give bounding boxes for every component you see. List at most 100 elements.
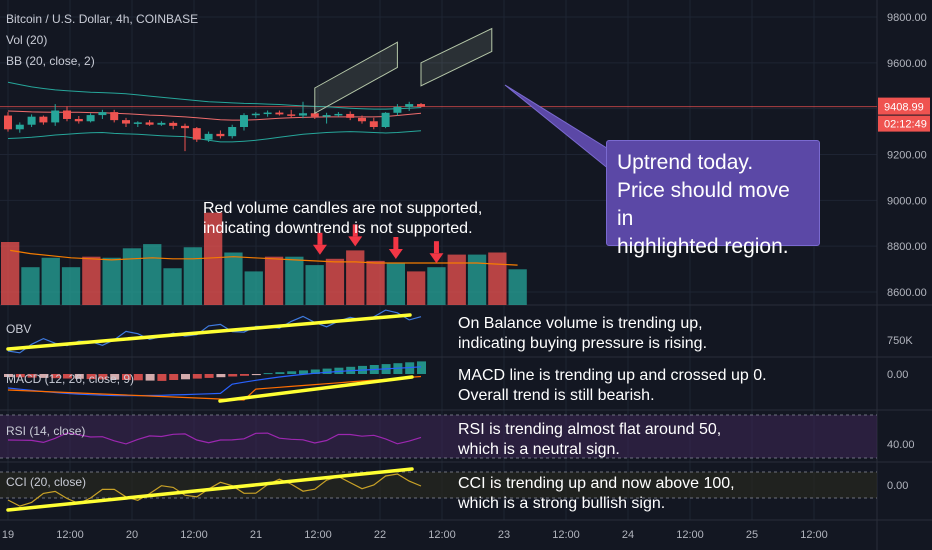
macd-legend[interactable]: MACD (12, 26, close, 9) <box>6 372 135 386</box>
candle-body-22 <box>263 112 272 115</box>
macd-hist-13 <box>157 374 167 381</box>
price-tick-1: 9600.00 <box>887 58 927 70</box>
candle-body-2 <box>27 116 36 125</box>
volume-bars <box>1 212 527 305</box>
candle-body-18 <box>216 133 225 137</box>
macd-hist-35 <box>417 361 426 374</box>
time-tick-5: 12:00 <box>304 529 332 541</box>
time-tick-2: 20 <box>126 529 138 541</box>
macd-hist-3 <box>39 374 49 378</box>
macd-hist-4 <box>51 374 61 379</box>
macd-hist-27 <box>322 368 332 374</box>
down-arrow-shaft-1 <box>352 224 358 237</box>
candle-body-30 <box>358 117 366 122</box>
obv-note-line-1: On Balance volume is trending up, <box>458 315 703 332</box>
volume-bar-21 <box>427 267 446 305</box>
macd-tick: 0.00 <box>887 369 908 381</box>
macd-hist-8 <box>98 374 108 380</box>
volume-bar-16 <box>325 258 345 305</box>
macd-hist-18 <box>216 374 226 378</box>
rsi-line <box>7 432 422 445</box>
volume-bar-3 <box>61 267 81 305</box>
cci-note-line-1: CCI is trending up and now above 100, <box>458 475 735 492</box>
volume-arrows <box>312 224 444 264</box>
volume-bar-24 <box>488 252 507 305</box>
cci-legend[interactable]: CCI (20, close) <box>6 475 87 489</box>
candle-body-27 <box>322 115 331 117</box>
volume-bar-20 <box>407 271 426 305</box>
countdown-text: 02:12:49 <box>884 119 927 131</box>
cci-band <box>0 472 877 498</box>
volume-bar-5 <box>102 257 121 305</box>
candle-body-5 <box>63 110 71 119</box>
macd-line <box>7 366 422 397</box>
volume-note: Red volume candles are not supported, in… <box>203 199 482 239</box>
price-axis[interactable]: 9800.009600.009400.009200.009000.008800.… <box>878 12 930 492</box>
time-tick-11: 12:00 <box>676 529 704 541</box>
volume-bar-8 <box>163 268 182 305</box>
candle-body-29 <box>346 113 355 118</box>
time-tick-0: 19 <box>2 529 14 541</box>
obv-trendline <box>6 313 412 351</box>
rsi-legend[interactable]: RSI (14, close) <box>6 424 86 438</box>
macd-hist-12 <box>145 374 155 381</box>
time-axis[interactable]: 19 12:00 20 12:00 21 12:00 22 12:00 23 12:00 24 12:… <box>2 529 828 541</box>
macd-hist-26 <box>310 369 320 374</box>
macd-hist-7 <box>86 374 96 380</box>
countdown-badge <box>878 115 930 132</box>
price-tick-3: 9200.00 <box>887 150 927 162</box>
volume-bar-7 <box>143 244 162 305</box>
candle-body-21 <box>251 113 260 116</box>
symbol-title[interactable]: Bitcoin / U.S. Dollar, 4h, COINBASE <box>6 12 199 26</box>
callout-pointer <box>504 84 611 172</box>
price-tick-6: 8600.00 <box>887 287 927 299</box>
candle-body-3 <box>39 116 48 123</box>
volume-bar-13 <box>264 256 284 305</box>
candle-body-26 <box>310 113 319 117</box>
candle-body-16 <box>192 128 201 140</box>
projection-box-1 <box>420 27 493 87</box>
volume-bar-11 <box>224 252 243 305</box>
macd-hist-5 <box>63 374 72 379</box>
obv-note: On Balance volume is trending up, indica… <box>458 314 707 354</box>
candle-body-11 <box>133 122 142 124</box>
macd-hist-6 <box>74 374 84 379</box>
last-price-badge <box>878 97 930 115</box>
volume-ma-line <box>10 249 518 266</box>
bb-legend[interactable]: BB (20, close, 2) <box>6 54 95 68</box>
candle-body-24 <box>287 114 296 116</box>
candle-body-9 <box>110 112 119 121</box>
callout-line-1: Uptrend today. <box>617 151 754 174</box>
uptrend-callout: Uptrend today. Price should move in high… <box>606 140 820 258</box>
macd-hist-0 <box>4 374 13 377</box>
volume-bar-6 <box>122 248 142 305</box>
candle-body-34 <box>405 104 414 107</box>
candle-body-0 <box>4 115 12 130</box>
projection-boxes <box>314 27 611 172</box>
macd-hist-1 <box>15 374 25 378</box>
candle-body-35 <box>417 104 425 107</box>
candle-body-19 <box>228 127 237 137</box>
price-candles <box>4 101 425 152</box>
callout-line-3: highlighted region. <box>617 235 789 258</box>
macd-hist-28 <box>334 367 344 374</box>
volume-bar-4 <box>82 256 101 305</box>
time-tick-9: 12:00 <box>552 529 580 541</box>
candle-body-23 <box>275 112 284 115</box>
volume-bar-2 <box>41 257 60 305</box>
time-tick-10: 24 <box>622 529 634 541</box>
price-tick-0: 9800.00 <box>887 12 927 24</box>
rsi-band <box>0 415 877 458</box>
cci-note-line-2: which is a strong bullish sign. <box>458 495 666 512</box>
volume-bar-23 <box>467 254 487 305</box>
candle-body-31 <box>369 121 378 127</box>
candle-body-15 <box>181 125 189 129</box>
macd-trendline <box>218 375 414 403</box>
volume-bar-25 <box>508 269 527 305</box>
macd-hist-9 <box>110 374 120 380</box>
vol-legend[interactable]: Vol (20) <box>6 33 48 47</box>
volume-note-line-2: indicating downtrend is not supported. <box>203 220 473 237</box>
obv-legend[interactable]: OBV <box>6 322 32 336</box>
